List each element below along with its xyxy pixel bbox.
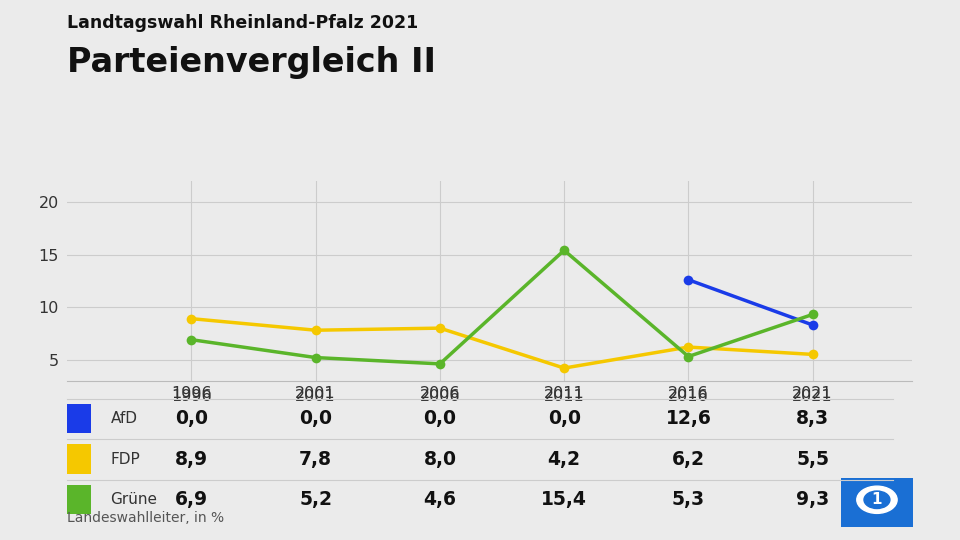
Text: AfD: AfD [110, 411, 137, 426]
Text: 0,0: 0,0 [175, 409, 208, 428]
Text: 2001: 2001 [296, 386, 336, 401]
Text: 15,4: 15,4 [541, 490, 588, 509]
Text: 0,0: 0,0 [300, 409, 332, 428]
Text: 0,0: 0,0 [547, 409, 581, 428]
Text: 9,3: 9,3 [796, 490, 829, 509]
Text: 8,3: 8,3 [796, 409, 829, 428]
Text: 5,5: 5,5 [796, 449, 829, 469]
Text: 2006: 2006 [420, 386, 460, 401]
Text: FDP: FDP [110, 451, 140, 467]
Text: 12,6: 12,6 [665, 409, 711, 428]
Text: 2011: 2011 [543, 386, 585, 401]
Text: Landeswahlleiter, in %: Landeswahlleiter, in % [67, 511, 225, 525]
Text: 5,2: 5,2 [300, 490, 332, 509]
Text: 0,0: 0,0 [423, 409, 456, 428]
Text: 6,9: 6,9 [175, 490, 208, 509]
Text: 8,9: 8,9 [175, 449, 208, 469]
Text: 2021: 2021 [792, 386, 833, 401]
Text: 1996: 1996 [171, 386, 212, 401]
Text: 4,2: 4,2 [547, 449, 581, 469]
Text: 2016: 2016 [668, 386, 708, 401]
Text: 4,6: 4,6 [423, 490, 456, 509]
Text: 6,2: 6,2 [672, 449, 705, 469]
Text: Landtagswahl Rheinland-Pfalz 2021: Landtagswahl Rheinland-Pfalz 2021 [67, 14, 419, 31]
Text: Parteienvergleich II: Parteienvergleich II [67, 46, 436, 79]
Circle shape [857, 486, 897, 514]
Text: 7,8: 7,8 [300, 449, 332, 469]
Circle shape [864, 491, 890, 509]
Text: Grüne: Grüne [110, 492, 157, 507]
FancyBboxPatch shape [833, 473, 920, 531]
Text: 5,3: 5,3 [672, 490, 705, 509]
Text: 1: 1 [872, 492, 882, 507]
Text: 8,0: 8,0 [423, 449, 456, 469]
